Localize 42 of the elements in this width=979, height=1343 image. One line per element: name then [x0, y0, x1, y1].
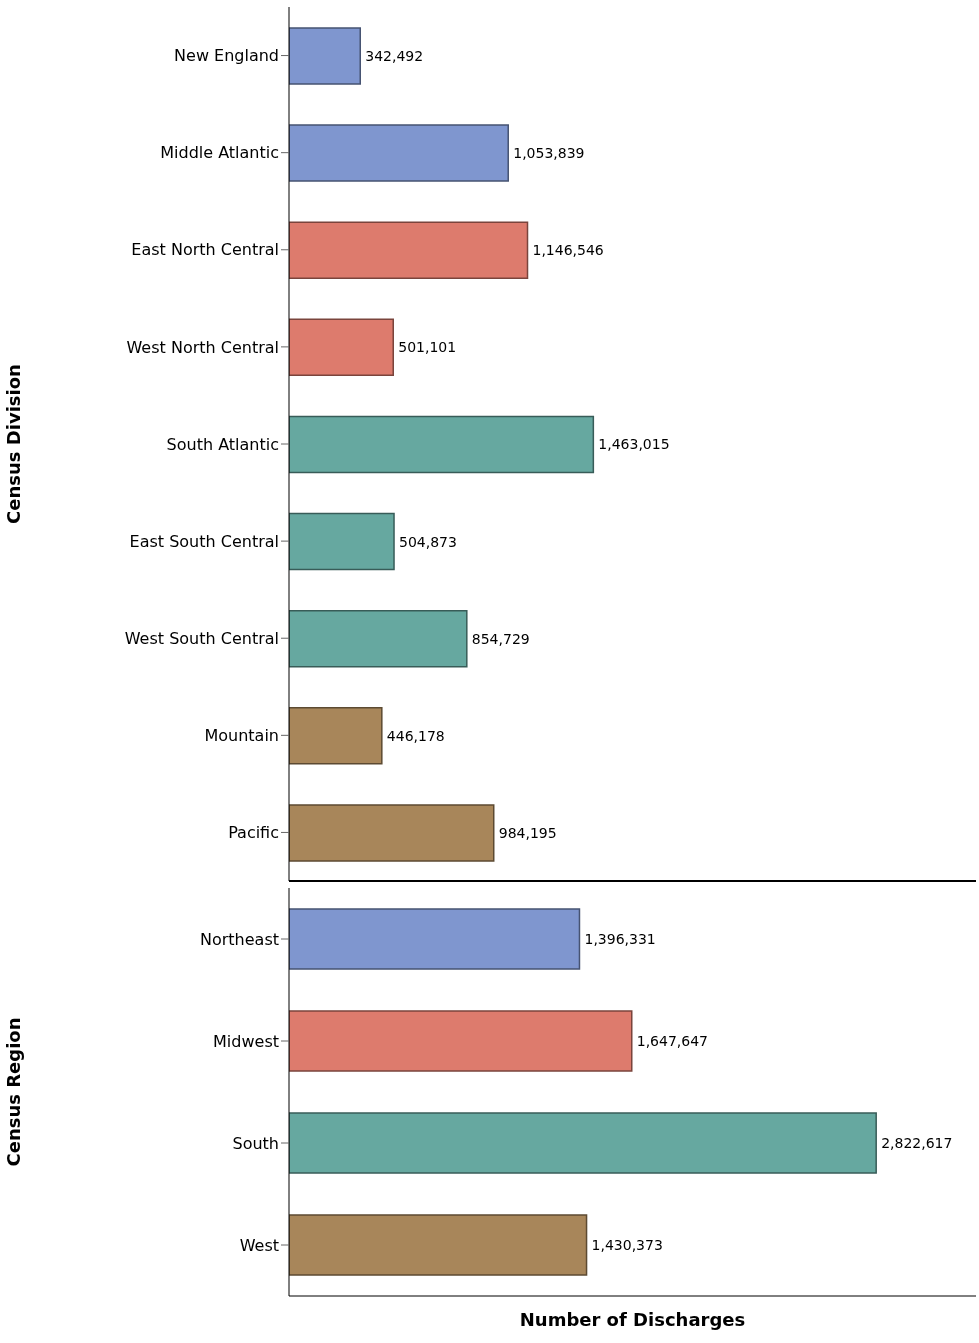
bar [289, 27, 361, 85]
x-axis-title: Number of Discharges [519, 1309, 746, 1330]
bar [289, 609, 468, 668]
data-label: 504,873 [399, 533, 457, 550]
y-tick-label: South [232, 1133, 279, 1153]
data-label: 342,492 [365, 47, 424, 64]
y-tick-label: Middle Atlantic [160, 143, 279, 163]
y-tick-label: South Atlantic [166, 434, 279, 454]
data-label: 1,647,647 [636, 1032, 709, 1049]
data-label: 1,396,331 [584, 930, 656, 947]
y-tick-label: Pacific [228, 823, 279, 843]
bar [289, 512, 395, 571]
y-tick-label: East North Central [131, 240, 279, 260]
y-tick-label: Northeast [199, 929, 279, 949]
bar [289, 124, 509, 182]
y-tick-label: West [239, 1235, 279, 1255]
data-label: 2,822,617 [881, 1134, 953, 1151]
y-tick-label: Mountain [204, 726, 279, 746]
bar [289, 415, 595, 474]
data-label: 446,178 [386, 727, 445, 744]
bar [289, 1010, 633, 1072]
bar [289, 1214, 588, 1276]
data-label: 1,053,839 [513, 145, 585, 162]
bar [289, 707, 383, 765]
y-tick-label: New England [174, 46, 279, 66]
data-label: 501,101 [398, 339, 457, 356]
y-axis-title: Census Division [3, 364, 25, 524]
y-axis-title: Census Region [3, 1017, 25, 1167]
bar [289, 221, 529, 279]
bar [289, 804, 495, 862]
bar [289, 908, 581, 970]
y-tick-label: West South Central [124, 628, 279, 648]
data-label: 984,195 [498, 824, 557, 841]
data-label: 1,430,373 [591, 1236, 663, 1253]
y-tick-label: East South Central [129, 531, 279, 551]
y-tick-label: Midwest [213, 1031, 279, 1051]
data-label: 1,463,015 [598, 436, 670, 453]
bar [289, 318, 394, 377]
data-label: 1,146,546 [532, 242, 604, 259]
data-label: 854,729 [471, 630, 530, 647]
bar [289, 1112, 877, 1174]
y-tick-label: West North Central [126, 337, 279, 357]
